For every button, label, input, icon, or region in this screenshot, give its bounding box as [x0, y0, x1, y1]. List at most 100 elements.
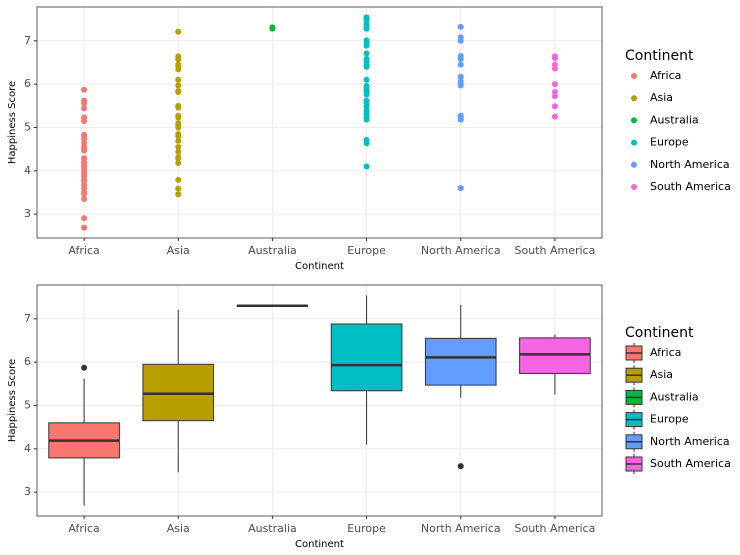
box: [142, 363, 215, 422]
point: [269, 25, 276, 32]
point: [81, 195, 88, 202]
y-tick-label: 4: [24, 164, 31, 177]
legend-label: North America: [650, 158, 730, 171]
point: [363, 163, 370, 170]
point: [175, 124, 182, 131]
x-axis-title: Continent: [295, 261, 344, 272]
panel: [37, 7, 602, 238]
legend-key: [631, 95, 637, 102]
point: [175, 155, 182, 162]
point: [81, 147, 88, 154]
legend-key: [631, 73, 637, 79]
y-tick-label: 7: [24, 312, 31, 325]
y-tick-label: 5: [24, 398, 31, 411]
legend-key: [631, 161, 637, 168]
point: [457, 116, 464, 123]
point: [363, 76, 370, 83]
point: [363, 25, 370, 32]
panel-border: [36, 284, 603, 517]
point: [175, 28, 182, 35]
x-axis-title: Continent: [295, 539, 344, 550]
point: [363, 50, 370, 57]
point: [551, 113, 558, 120]
legend-label: South America: [650, 180, 731, 193]
point: [81, 155, 88, 162]
point: [175, 66, 182, 73]
point: [175, 82, 182, 89]
point: [175, 160, 182, 167]
point: [457, 82, 464, 89]
point: [81, 86, 88, 93]
point: [551, 55, 558, 62]
point: [457, 56, 464, 63]
legend-label: Australia: [650, 113, 699, 126]
x-tick-label: South America: [514, 244, 595, 257]
x-tick-label: North America: [421, 522, 501, 535]
point: [175, 56, 182, 63]
legend-key: [631, 184, 637, 190]
legend-title: Continent: [625, 48, 694, 64]
x-tick-label: Europe: [347, 244, 386, 257]
legend-label: South America: [650, 457, 731, 470]
point: [175, 88, 182, 95]
point: [551, 81, 558, 88]
point: [457, 37, 464, 44]
point: [551, 103, 558, 110]
box: [424, 337, 497, 386]
box: [519, 337, 591, 374]
point: [363, 140, 370, 147]
point: [363, 91, 370, 98]
x-tick-label: Europe: [347, 522, 386, 535]
point: [81, 100, 88, 107]
point: [363, 63, 370, 70]
y-tick-label: 6: [24, 77, 31, 90]
point: [175, 76, 182, 83]
y-tick-label: 3: [24, 207, 31, 220]
point: [81, 135, 88, 142]
point: [81, 224, 88, 231]
x-tick-label: North America: [421, 244, 501, 257]
point: [175, 133, 182, 140]
point: [175, 114, 182, 121]
point: [175, 104, 182, 111]
point: [81, 117, 88, 124]
point: [175, 143, 182, 150]
point: [175, 191, 182, 198]
legend-label: Europe: [650, 136, 689, 149]
x-tick-label: Africa: [68, 244, 99, 257]
point: [457, 185, 464, 192]
y-axis-title: Happiness Score: [7, 81, 18, 164]
point: [81, 190, 88, 197]
y-tick-label: 7: [24, 34, 31, 47]
outlier: [457, 463, 464, 470]
panel: [37, 285, 602, 516]
y-tick-label: 3: [24, 485, 31, 498]
point: [81, 215, 88, 222]
point: [457, 61, 464, 68]
legend-label: Australia: [650, 390, 699, 403]
point: [457, 73, 464, 80]
point: [81, 105, 88, 112]
point: [175, 148, 182, 155]
legend-key: [631, 117, 637, 124]
box: [330, 323, 403, 392]
legend-label: Asia: [650, 91, 673, 104]
point: [551, 65, 558, 72]
outlier: [81, 364, 88, 371]
legend-label: North America: [650, 435, 730, 448]
legend-label: Asia: [650, 368, 673, 381]
legend-label: Africa: [650, 346, 681, 359]
point: [175, 176, 182, 183]
x-tick-label: Asia: [167, 244, 190, 257]
point: [81, 185, 88, 192]
legend-key: [631, 139, 637, 146]
legend-title: Continent: [625, 325, 694, 341]
x-tick-label: Australia: [248, 522, 297, 535]
x-tick-label: South America: [514, 522, 595, 535]
legend-label: Europe: [650, 413, 689, 426]
legend-label: Africa: [650, 69, 681, 82]
x-tick-label: Africa: [68, 522, 99, 535]
point: [457, 23, 464, 30]
x-tick-label: Asia: [167, 522, 190, 535]
x-tick-label: Australia: [248, 244, 297, 257]
